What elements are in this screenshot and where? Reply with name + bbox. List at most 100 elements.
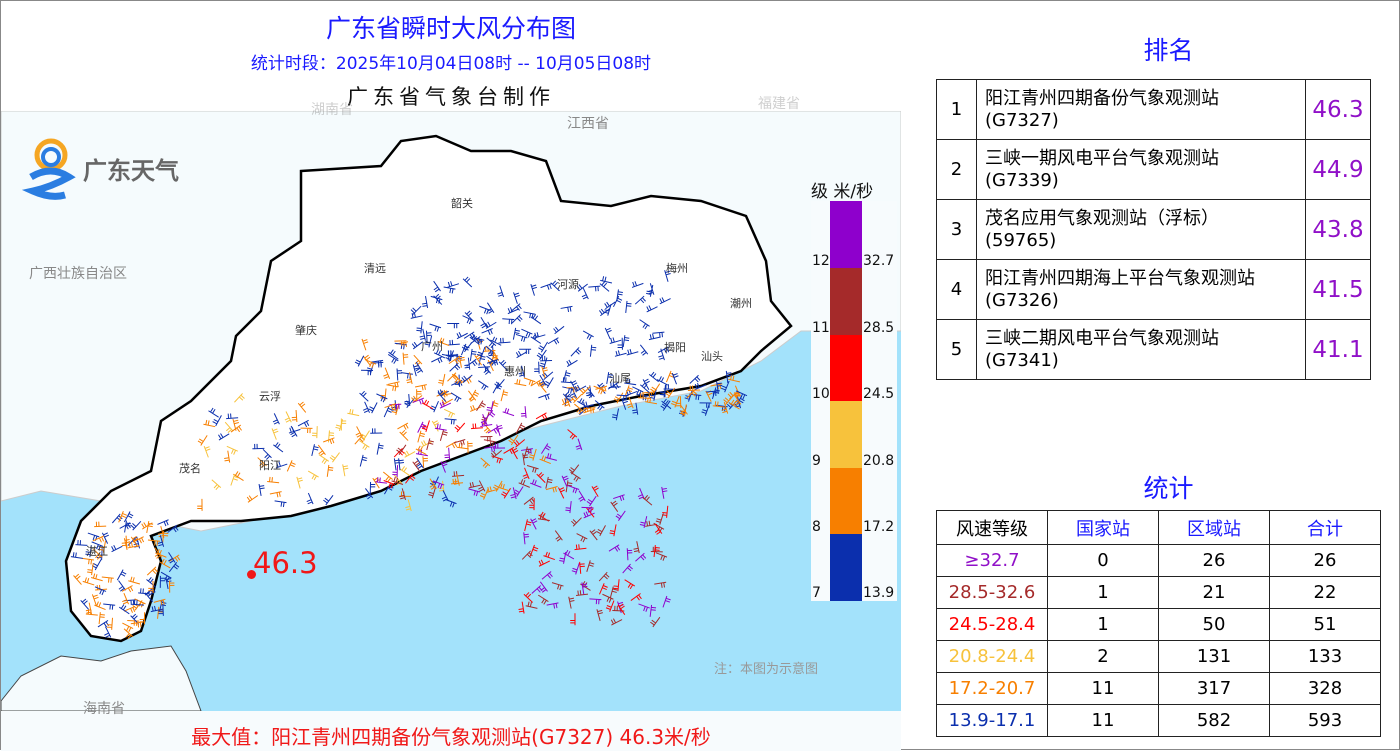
wind-barb	[403, 450, 416, 458]
wind-barb	[536, 472, 546, 484]
wind-barb	[513, 292, 520, 304]
national-count: 11	[1047, 672, 1159, 705]
wind-barb	[461, 374, 473, 384]
wind-barb	[433, 349, 446, 359]
wind-barb	[203, 419, 216, 428]
wind-barb	[716, 381, 723, 394]
wind-barb	[447, 281, 460, 288]
wind-barb	[661, 486, 668, 499]
col-header: 区域站	[1158, 510, 1270, 545]
wind-barb	[428, 486, 437, 499]
wind-barb	[94, 601, 106, 611]
wind-barb	[563, 370, 571, 383]
wind-barb	[297, 401, 307, 413]
wind-barb	[639, 319, 650, 330]
wind-barb	[470, 423, 483, 430]
wind-barb	[523, 532, 530, 545]
wind-barb	[617, 337, 623, 350]
wind-barb	[578, 490, 586, 502]
province-label: 海南省	[83, 701, 125, 717]
legend-value: 32.7	[863, 253, 895, 269]
stats-row: 17.2-20.7 11 317 328	[936, 672, 1381, 705]
total-count: 593	[1269, 704, 1381, 737]
wind-barb	[515, 350, 528, 359]
station-code: (G7341)	[985, 349, 1059, 371]
wind-barb	[454, 422, 466, 433]
wind-barb	[646, 284, 654, 297]
wind-barb	[82, 577, 95, 586]
wind-barb	[523, 592, 533, 603]
wind-barb	[359, 390, 369, 402]
wind-barb	[485, 321, 497, 329]
wind-barb	[671, 372, 679, 385]
city-label: 清远	[364, 262, 386, 275]
wind-barb	[167, 524, 179, 533]
logo-text: 广东天气	[83, 157, 179, 185]
wind-barb	[720, 380, 730, 393]
wind-barb	[118, 580, 127, 592]
legend-level: 7	[812, 585, 821, 601]
map-note: 注：本图为示意图	[714, 662, 819, 677]
legend-value: 24.5	[863, 386, 895, 402]
wind-barb	[611, 408, 620, 421]
wind-barb	[530, 314, 542, 325]
regional-count: 131	[1158, 640, 1270, 673]
wind-barb	[124, 520, 131, 533]
wind-barb	[197, 498, 203, 511]
wind-barb	[494, 379, 505, 389]
wind-barb	[484, 445, 497, 452]
wind-barb	[422, 456, 429, 469]
wind-barb	[443, 408, 456, 418]
wind-barb	[541, 571, 553, 580]
rank-number: 2	[936, 139, 977, 200]
wind-barb	[441, 490, 449, 502]
wind-value: 46.3	[1305, 79, 1371, 140]
wind-barb	[650, 383, 661, 394]
wind-barb	[448, 356, 460, 365]
wind-barb	[497, 285, 505, 298]
wind-barb	[464, 310, 474, 322]
wind-barb	[267, 476, 280, 484]
wind-barb	[583, 511, 595, 519]
wind-barb	[576, 533, 588, 543]
wind-barb	[637, 487, 645, 500]
col-header: 国家站	[1047, 510, 1159, 545]
station-cell: 阳江青州四期备份气象观测站 (G7327)	[976, 79, 1306, 140]
wind-barb	[118, 511, 128, 523]
wind-barb	[609, 337, 622, 344]
wind-barb	[130, 535, 139, 548]
wind-barb	[589, 344, 597, 357]
wind-barb	[649, 604, 657, 617]
wind-barb	[480, 457, 491, 469]
wind-barb	[513, 439, 526, 448]
wind-barb	[518, 601, 525, 614]
wind-barb	[80, 598, 89, 610]
wind-barb	[614, 350, 627, 357]
wind-barb	[447, 339, 460, 346]
wind-barb	[456, 442, 469, 450]
wind-barb	[232, 418, 239, 431]
wind-barb	[286, 460, 296, 472]
wind-barb	[560, 377, 573, 384]
wind-barb	[386, 384, 399, 392]
wind-barb	[296, 476, 303, 489]
wind-barb	[387, 381, 400, 388]
wind-barb	[146, 566, 158, 576]
wind-barb	[123, 628, 134, 640]
speed-range: ≥32.7	[936, 544, 1048, 577]
wind-barb	[579, 385, 591, 396]
wind-barb	[347, 408, 360, 417]
wind-barb	[725, 370, 732, 383]
wind-barb	[415, 445, 427, 456]
national-count: 1	[1047, 608, 1159, 641]
wind-barb	[561, 475, 569, 487]
wind-barb	[484, 410, 496, 420]
rank-number: 1	[936, 79, 977, 140]
wind-barb	[539, 455, 551, 465]
legend-value: 20.8	[863, 453, 895, 469]
wind-barb	[342, 464, 349, 477]
wind-barb	[359, 440, 370, 451]
wind-barb	[165, 577, 172, 590]
wind-barb	[565, 501, 572, 514]
wind-barb	[291, 410, 298, 423]
